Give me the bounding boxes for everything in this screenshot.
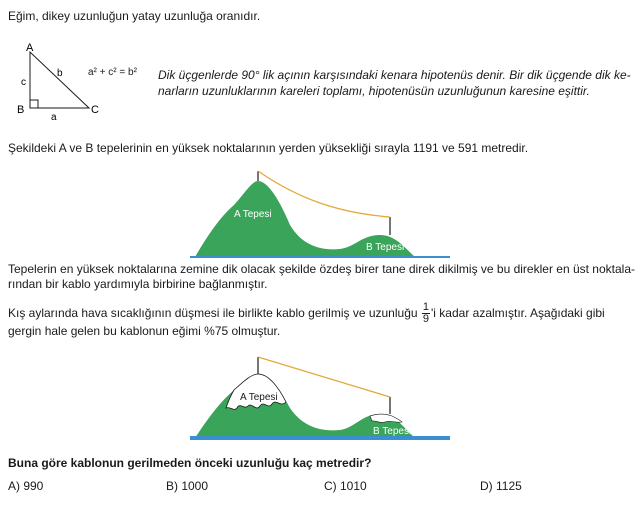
- poles-sentence-line1: Tepelerin en yüksek noktalarına zemine d…: [8, 262, 635, 276]
- winter-sentence-part2: 'i kadar azalmıştır. Aşağıdaki gibi: [431, 306, 605, 320]
- fraction-numerator: 1: [421, 301, 431, 315]
- right-triangle-diagram: A B C c b a: [17, 42, 99, 120]
- hills-figure-2: A Tepesi B Tepesi: [190, 356, 450, 440]
- slope-definition: Eğim, dikey uzunluğun yatay uzunluğa ora…: [8, 9, 261, 23]
- side-c-label: c: [21, 77, 26, 88]
- snow-cap-b: [369, 413, 403, 423]
- pythagoras-note-line2: narların uzunluklarının kareleri toplamı…: [158, 84, 590, 98]
- sagging-cable: [257, 170, 391, 218]
- option-b[interactable]: B) 1000: [166, 479, 209, 493]
- water-strip: [190, 436, 450, 440]
- option-d[interactable]: D) 1125: [480, 479, 522, 493]
- winter-sentence-line1: Kış aylarında hava sıcaklığının düşmesi …: [8, 302, 605, 325]
- fraction-one-ninth: 1 9: [421, 301, 431, 326]
- hills-shape-1: [195, 181, 415, 257]
- hill-a-label-1: A Tepesi: [234, 209, 272, 220]
- question-text: Buna göre kablonun gerilmeden önceki uzu…: [8, 456, 372, 470]
- vertex-b-label: B: [17, 104, 24, 116]
- right-angle-mark: [29, 99, 39, 109]
- side-b-label: b: [57, 68, 63, 79]
- triangle-shape: [29, 50, 91, 109]
- vertex-c-label: C: [91, 104, 99, 116]
- heights-sentence: Şekildeki A ve B tepelerinin en yüksek n…: [8, 141, 529, 155]
- fraction-denominator: 9: [422, 313, 430, 326]
- hill-b-label-1: B Tepesi: [366, 242, 404, 253]
- hill-b-label-2: B Tepesi: [373, 426, 411, 437]
- side-a-label: a: [51, 112, 57, 120]
- vertex-a-label: A: [26, 42, 34, 54]
- pythagoras-note-line1: Dik üçgenlerde 90° lik açının karşısında…: [158, 68, 631, 82]
- hill-a-label-2: A Tepesi: [240, 392, 278, 403]
- poles-sentence-line2: rından bir kablo yardımıyla birbirine ba…: [8, 277, 268, 291]
- winter-sentence-part1: Kış aylarında hava sıcaklığının düşmesi …: [8, 306, 418, 320]
- option-a[interactable]: A) 990: [8, 479, 44, 493]
- taut-cable: [257, 356, 391, 398]
- option-c[interactable]: C) 1010: [324, 479, 367, 493]
- snow-cap-a: [225, 373, 287, 410]
- hills-figure-1: A Tepesi B Tepesi: [190, 170, 450, 258]
- winter-sentence-line2: gergin hale gelen bu kablonun eğimi %75 …: [8, 324, 281, 338]
- pythagoras-formula: a² + c² = b²: [88, 67, 137, 78]
